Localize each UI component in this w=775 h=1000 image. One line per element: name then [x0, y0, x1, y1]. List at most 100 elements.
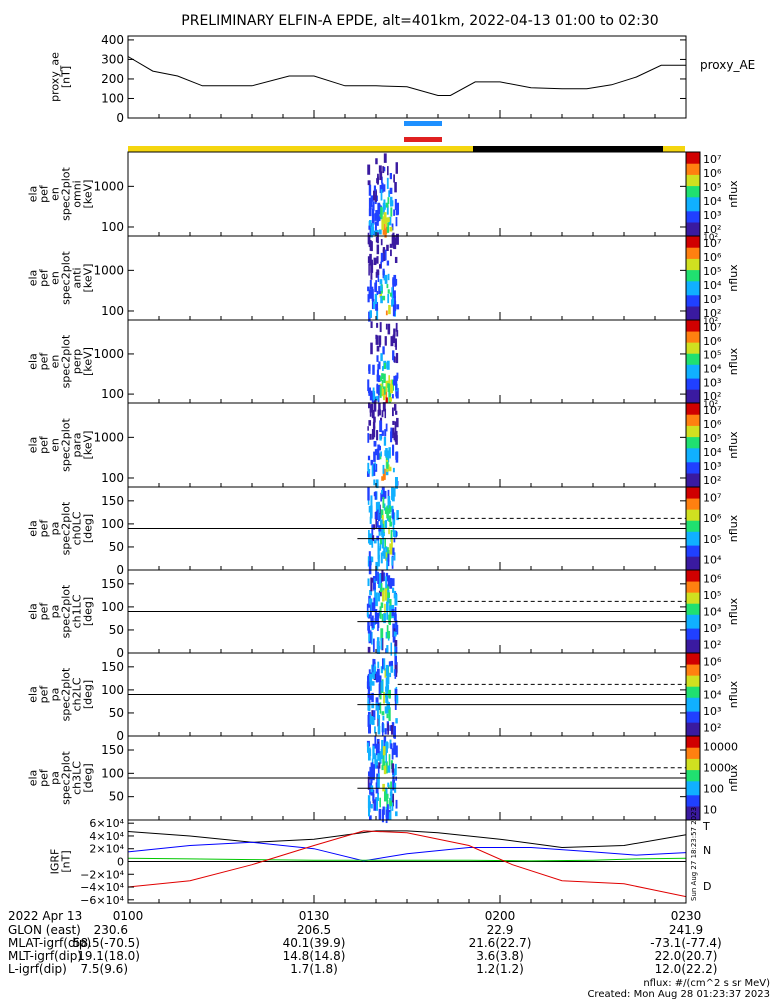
colorbar-segment — [686, 160, 700, 164]
spectrogram-cell — [392, 578, 395, 587]
spectrogram-cell — [373, 400, 377, 412]
spectrogram-cell — [372, 205, 375, 210]
spectrogram-cell — [379, 519, 383, 532]
spectrogram-cell — [395, 776, 398, 781]
colorbar-segment — [686, 258, 700, 262]
footer-units: nflux: #/(cm^2 s sr MeV) — [643, 978, 770, 989]
y-axis-label-perp: spec2plot — [60, 334, 73, 388]
panel-frame — [127, 151, 687, 237]
spectrogram-cell — [375, 592, 378, 607]
colorbar-segment — [686, 411, 700, 415]
spectrogram-cell — [395, 745, 398, 758]
spectrogram-cell — [393, 631, 397, 637]
colorbar-label: nflux — [727, 180, 740, 208]
spectrogram-cell — [393, 274, 397, 287]
colorbar-segment — [686, 669, 700, 673]
spectrogram-cell — [371, 289, 374, 301]
spectrogram-cell — [386, 461, 389, 469]
y-tick-label: 0 — [116, 646, 124, 660]
eph-row-4-col-3: 12.0(22.2) — [655, 962, 718, 976]
spectrogram-cell — [377, 792, 379, 801]
spectrogram-cell — [368, 225, 371, 230]
spectrogram-cell — [371, 524, 374, 536]
colorbar-tick-label: 10⁵ — [703, 181, 721, 194]
y-tick-label: 4×10⁴ — [89, 830, 124, 843]
colorbar-segment — [686, 750, 700, 754]
spectrogram-cell — [392, 509, 394, 520]
spectrogram-cell — [381, 658, 384, 670]
spectrogram-cell — [375, 280, 378, 292]
y-tick-label: 50 — [109, 623, 124, 637]
panel-proxy_ae: proxy_ae[nT] 0 100 200 300 400 proxy_AE — [49, 33, 756, 125]
y-axis-label-omni: [keV] — [82, 180, 95, 209]
spectrogram-cell — [391, 407, 394, 417]
spectrogram-cell — [376, 612, 380, 618]
spectrogram-cell — [390, 196, 393, 207]
spectrogram-cell — [388, 707, 391, 721]
colorbar-segment — [686, 400, 700, 404]
colorbar-segment — [686, 278, 700, 282]
spectrogram-cell — [369, 390, 373, 401]
spectrogram-cell — [373, 479, 376, 486]
y-axis-label-ch3LC: spec2plot — [60, 751, 73, 805]
spectrogram-cell — [395, 375, 398, 381]
spectrogram-cell — [382, 346, 385, 355]
colorbar-segment — [686, 542, 700, 546]
colorbar-tick-label: 10² — [703, 307, 721, 320]
spectrogram-cell — [373, 416, 376, 423]
colorbar-segment — [686, 636, 700, 640]
spectrogram-cell — [384, 520, 388, 529]
colorbar-segment — [686, 716, 700, 720]
spectrogram-cell — [367, 703, 370, 708]
spectrogram-cell — [376, 617, 379, 624]
colorbar-segment — [686, 425, 700, 429]
colorbar-segment — [686, 185, 700, 189]
spectrogram-cell — [393, 174, 395, 183]
spectrogram-cell — [367, 256, 371, 264]
spectrogram-cell — [385, 546, 388, 553]
spectrogram-cell — [370, 195, 374, 202]
colorbar-tick-label: 10 — [703, 804, 717, 817]
colorbar-tick-label: 10⁷ — [703, 153, 721, 166]
colorbar-segment — [686, 199, 700, 203]
colorbar-segment — [686, 473, 700, 477]
spectrogram-cell — [377, 409, 380, 417]
colorbar-segment — [686, 224, 700, 229]
y-axis-label-ch1LC: pa — [49, 605, 62, 619]
spectrogram-cell — [394, 614, 397, 624]
colorbar-segment — [686, 778, 700, 782]
spectrogram-cell — [380, 748, 383, 760]
spectrogram-cell — [377, 364, 379, 375]
spectrogram-cell — [389, 605, 392, 612]
spectrogram-cell — [393, 552, 396, 561]
spectrogram-cell — [375, 158, 378, 165]
y-tick-label: 100 — [101, 304, 124, 318]
spectrogram-cell — [370, 321, 373, 329]
eph-row-0-col-2: 0200 — [485, 909, 516, 923]
spectrogram-cell — [369, 404, 373, 413]
spectrogram-cell — [367, 468, 371, 474]
colorbar-segment — [686, 171, 700, 175]
colorbar-segment — [686, 445, 700, 449]
colorbar-segment — [686, 727, 700, 731]
y-axis-label-omni: spec2plot — [60, 167, 73, 221]
colorbar-label: nflux — [727, 680, 740, 708]
y-tick-label: 50 — [109, 706, 124, 720]
colorbar-segment — [686, 177, 700, 181]
spectrogram-cell — [373, 764, 376, 778]
spectrogram-cell — [373, 301, 375, 310]
spectrogram-cell — [385, 468, 389, 476]
spectrogram-cell — [389, 577, 393, 589]
spectrogram-cell — [396, 330, 399, 337]
spectrogram-cell — [383, 658, 386, 671]
spectrogram-cell — [394, 607, 397, 618]
colorbar-segment — [686, 419, 700, 424]
colorbar-segment — [686, 705, 700, 709]
spectrogram-cell — [376, 290, 379, 296]
series-line-T — [127, 830, 687, 849]
spectrogram-cell — [387, 197, 390, 205]
colorbar-segment — [686, 303, 700, 307]
spectrogram-cell — [374, 221, 377, 233]
spectrogram-cell — [384, 228, 387, 238]
spectrogram-cell — [374, 491, 377, 500]
